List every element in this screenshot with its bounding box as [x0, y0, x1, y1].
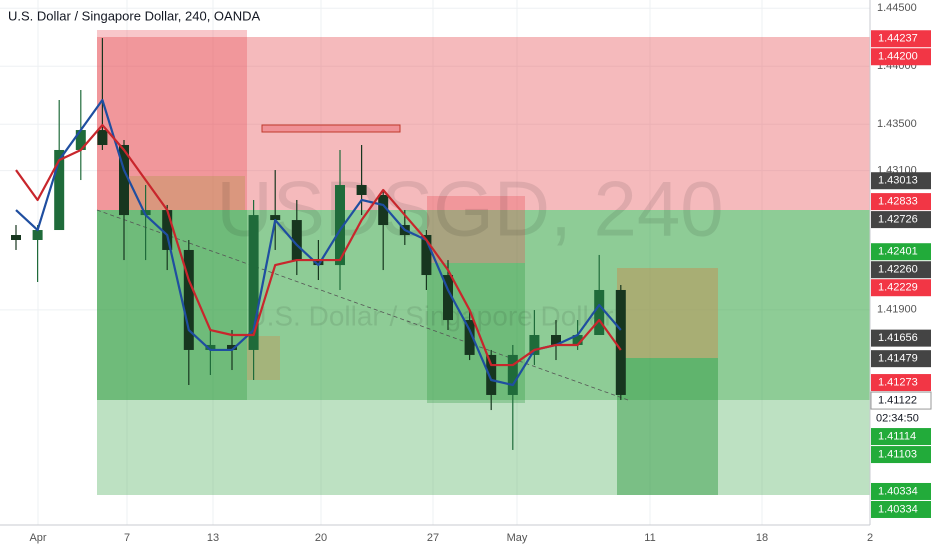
price-tag [871, 48, 931, 66]
candle-body [183, 249, 194, 350]
y-tick-label: 1.43500 [877, 118, 917, 130]
candle-body [119, 144, 129, 216]
candle-body [507, 354, 518, 395]
x-tick-label: 11 [644, 532, 655, 544]
price-tag [871, 279, 931, 297]
price-tag-label: 1.42726 [878, 214, 918, 226]
price-tag [871, 243, 931, 261]
x-tick-label: 13 [207, 532, 219, 544]
candle-body [356, 185, 367, 195]
candle-body [594, 289, 605, 335]
price-tag-label: 1.43013 [878, 175, 918, 187]
price-tag [871, 211, 931, 229]
price-tag-label: 1.42260 [878, 264, 918, 276]
price-tag-label: 1.42833 [878, 196, 918, 208]
price-tag [871, 30, 931, 48]
candle-body [11, 235, 21, 240]
price-tag [871, 193, 931, 211]
moving-average [15, 98, 622, 387]
price-tag [871, 374, 931, 392]
candle-body [464, 320, 475, 355]
candle-body [32, 230, 43, 240]
price-tag-label: 1.42401 [878, 246, 918, 258]
candle-body [421, 235, 432, 276]
candle-body [443, 275, 453, 321]
price-tag [871, 428, 931, 446]
price-tag-label: 1.41114 [878, 430, 916, 442]
watermark-subtitle: U.S. Dollar / Singapore Dollar [246, 300, 613, 331]
y-tick-label: 1.44500 [877, 2, 917, 14]
x-tick-label: 20 [315, 532, 327, 544]
candle-body [205, 344, 216, 350]
risk-box [427, 196, 525, 263]
x-tick-label: 7 [124, 532, 130, 544]
x-tick-label: May [507, 532, 528, 544]
candle-body [378, 194, 389, 226]
price-tag [871, 500, 931, 518]
trend-line [96, 209, 629, 401]
candle-body [75, 130, 86, 150]
price-tag-label: 1.41479 [878, 353, 918, 365]
reward-zone [97, 210, 870, 400]
chart-title: U.S. Dollar / Singapore Dollar, 240, OAN… [8, 8, 260, 23]
price-tag [871, 482, 931, 500]
x-tick-label: 18 [756, 532, 768, 544]
candle-body [313, 260, 324, 266]
price-tag-label: 1.44200 [878, 51, 918, 63]
price-tag [871, 329, 931, 347]
x-tick-label: 27 [427, 532, 439, 544]
x-tick-label: Apr [29, 532, 46, 544]
y-tick-label: 1.41900 [877, 304, 917, 316]
moving-average [15, 123, 622, 367]
price-tag-label: 1.42229 [878, 282, 918, 294]
candle-body [335, 185, 345, 266]
price-tag [871, 172, 931, 190]
price-tag [870, 391, 932, 410]
candle-body [529, 334, 540, 355]
candle-body [162, 210, 173, 250]
candle-body [270, 215, 281, 221]
price-tag-label: 1.41103 [878, 448, 917, 460]
reward-zone-extended [97, 400, 870, 495]
price-tag [871, 261, 931, 279]
price-tag-label: 1.40334 [878, 485, 918, 497]
candle-body [615, 289, 626, 395]
price-tag-label: 1.40334 [878, 503, 918, 515]
marked-box [261, 124, 401, 133]
candle-body [572, 334, 583, 345]
candle-body [227, 344, 237, 350]
candle-body [248, 215, 259, 350]
plot [11, 38, 626, 450]
time-axis [0, 525, 870, 550]
candle-body [486, 354, 497, 395]
candle-body [54, 149, 65, 231]
price-tag-label: 1.41122 [878, 394, 917, 406]
risk-zone [97, 37, 870, 210]
price-tag-label: 1.44237 [878, 33, 918, 45]
reward-box [617, 358, 718, 495]
tan-box [617, 268, 718, 358]
candle-body [97, 130, 108, 145]
candle-body [291, 220, 302, 261]
x-tick-label: 2 [867, 532, 873, 544]
countdown: 02:34:50 [876, 412, 919, 424]
price-tag [871, 350, 931, 368]
countdown-tag [871, 410, 931, 428]
price-tag-label: 1.41656 [878, 332, 918, 344]
candle-body [551, 334, 561, 345]
price-tag-label: 1.41273 [878, 376, 918, 388]
price-tag [871, 446, 931, 464]
